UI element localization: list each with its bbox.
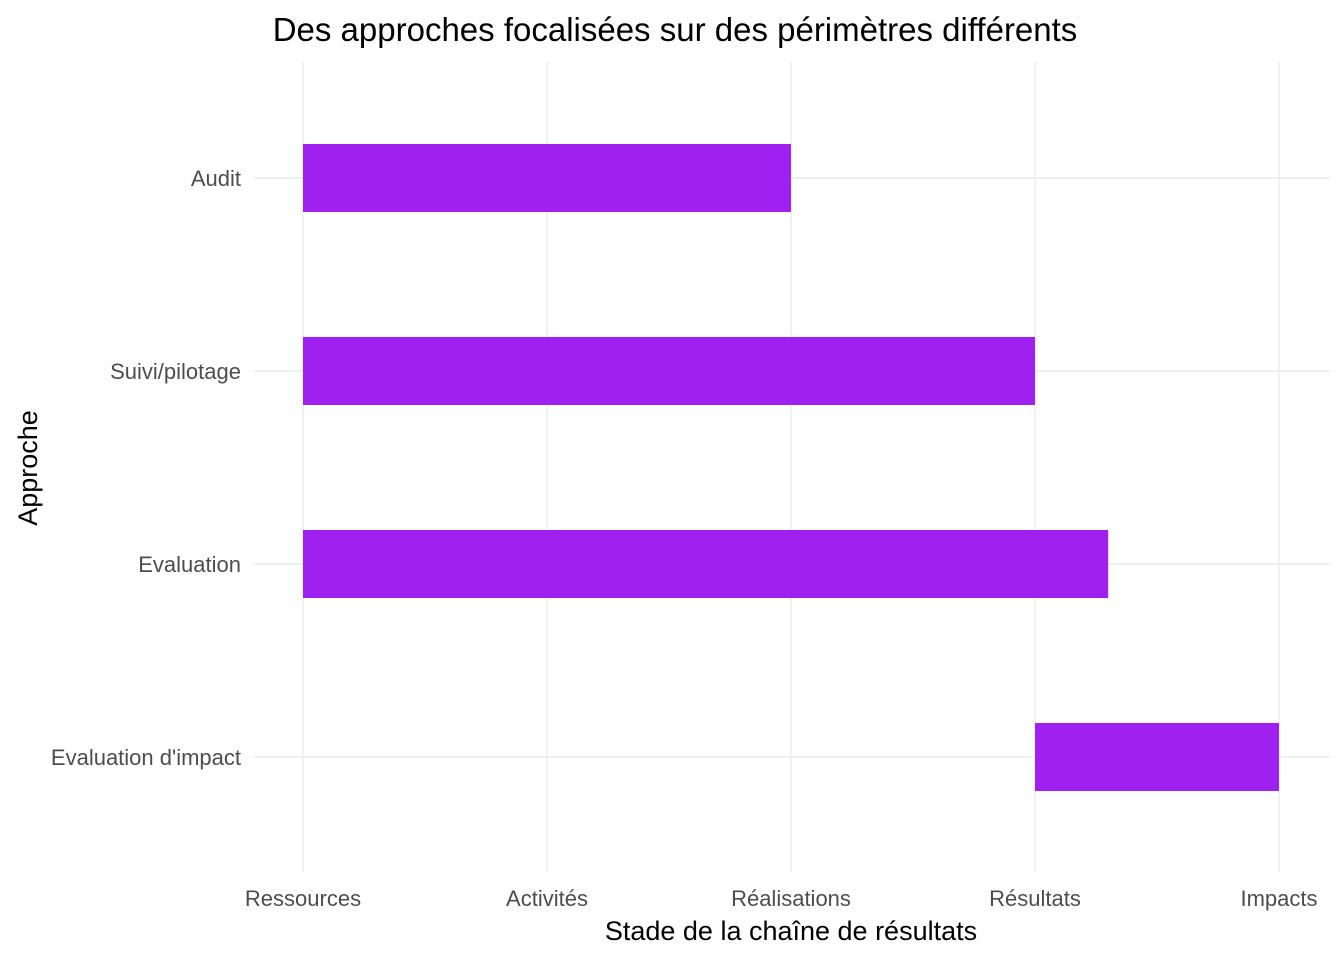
bars	[303, 144, 1279, 791]
y-axis-ticks: Audit Suivi/pilotage Evaluation Evaluation …	[51, 166, 241, 770]
y-tick-label: Evaluation d'impact	[51, 745, 241, 770]
x-tick-label: Résultats	[989, 886, 1081, 911]
bar	[1035, 723, 1279, 791]
chart-title: Des approches focalisées sur des périmèt…	[273, 11, 1078, 48]
x-axis-title: Stade de la chaîne de résultats	[605, 916, 977, 946]
x-tick-label: Ressources	[245, 886, 361, 911]
y-tick-label: Audit	[191, 166, 241, 191]
y-tick-label: Suivi/pilotage	[110, 359, 241, 384]
bar	[303, 530, 1109, 598]
y-tick-label: Evaluation	[138, 552, 241, 577]
x-axis-ticks: Ressources Activités Réalisations Résultats…	[245, 886, 1318, 911]
bar	[303, 337, 1035, 405]
y-axis-title: Approche	[13, 410, 43, 526]
x-tick-label: Activités	[506, 886, 588, 911]
x-tick-label: Réalisations	[731, 886, 851, 911]
bar	[303, 144, 791, 212]
x-tick-label: Impacts	[1240, 886, 1317, 911]
